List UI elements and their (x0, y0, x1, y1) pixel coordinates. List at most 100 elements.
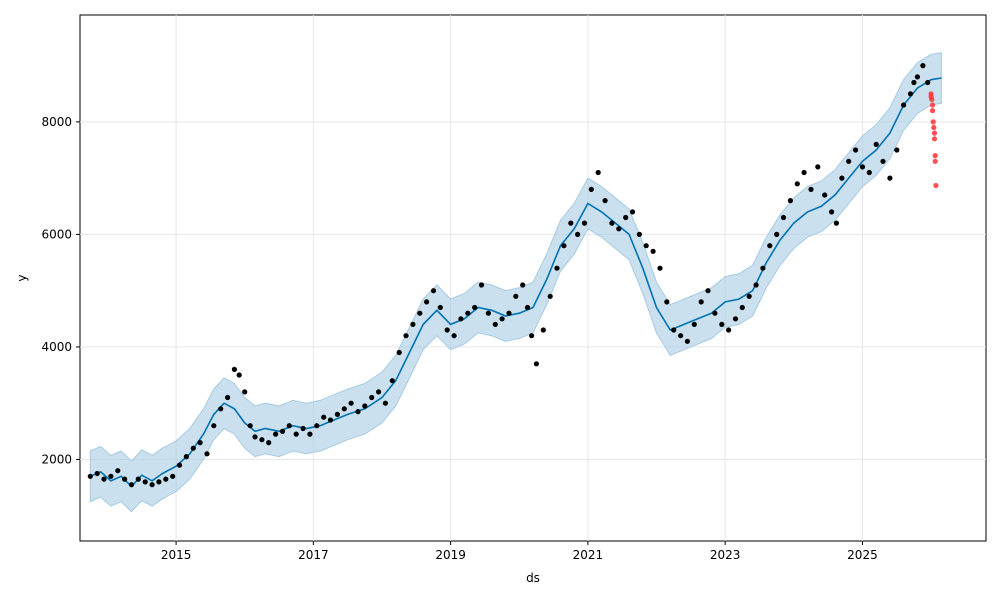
observed-point (142, 479, 148, 485)
observed-point (417, 310, 423, 316)
observed-point (236, 372, 242, 378)
observed-point (506, 310, 512, 316)
x-tick-label: 2021 (573, 548, 604, 562)
observed-point (568, 220, 574, 226)
observed-point (176, 462, 183, 468)
observed-point (259, 437, 265, 443)
observed-point (787, 198, 794, 204)
observed-point (833, 220, 840, 226)
observed-point (369, 394, 375, 401)
observed-point (87, 473, 93, 479)
observed-point (485, 310, 491, 316)
observed-point (650, 248, 656, 254)
observed-point (231, 366, 237, 372)
observed-point (698, 299, 704, 305)
y-tick-label: 4000 (41, 340, 72, 354)
observed-point (128, 482, 135, 488)
observed-point (705, 288, 711, 294)
observed-point (300, 425, 306, 432)
grid (80, 15, 986, 541)
observed-point (327, 417, 334, 423)
observed-point (846, 158, 852, 164)
test-point (931, 136, 938, 142)
observed-point (389, 378, 395, 384)
test-point (931, 124, 937, 131)
x-tick-label: 2023 (710, 548, 741, 562)
observed-point (396, 349, 402, 356)
observed-point (341, 406, 347, 412)
observed-point (242, 389, 248, 395)
observed-point (204, 451, 210, 457)
test-point (929, 96, 935, 102)
x-tick-label: 2025 (847, 548, 878, 562)
test-point (929, 102, 936, 108)
observed-point (376, 389, 382, 395)
y-tick-label: 2000 (41, 452, 72, 466)
observed-point (801, 169, 807, 176)
y-axis-label: y (15, 274, 29, 281)
x-axis-label: ds (526, 571, 540, 585)
observed-point (293, 431, 299, 437)
observed-point (616, 226, 622, 232)
observed-point (430, 288, 437, 294)
observed-point (561, 243, 567, 249)
observed-point (595, 169, 601, 176)
observed-point (794, 181, 800, 187)
observed-point (286, 423, 292, 429)
observed-point (657, 265, 663, 271)
observed-point (225, 394, 231, 401)
observed-point (362, 403, 368, 409)
observed-point (247, 423, 253, 429)
test-point (931, 130, 938, 136)
observed-point (691, 321, 697, 327)
observed-point (732, 316, 739, 322)
observed-point (839, 175, 845, 181)
observed-point (894, 147, 900, 153)
observed-point (492, 321, 498, 327)
observed-point (925, 79, 931, 86)
observed-point (314, 423, 320, 429)
y-tick-label: 8000 (41, 115, 72, 129)
observed-point (266, 440, 272, 446)
observed-point (911, 79, 917, 86)
observed-point (108, 473, 114, 479)
observed-point (588, 186, 594, 192)
observed-point (252, 434, 258, 440)
observed-point (664, 299, 670, 305)
observed-point (279, 428, 286, 434)
observed-point (355, 409, 361, 415)
observed-point (348, 400, 354, 406)
x-tick-label: 2017 (298, 548, 329, 562)
observed-point (101, 476, 107, 482)
x-tick-label: 2019 (435, 548, 466, 562)
observed-point (767, 243, 773, 249)
observed-point (780, 214, 787, 221)
observed-point (643, 243, 649, 249)
observed-point (602, 198, 608, 204)
observed-point (382, 400, 388, 406)
observed-point (581, 220, 588, 226)
observed-point (170, 473, 176, 479)
observed-point (135, 476, 141, 482)
test-point (933, 182, 939, 189)
observed-point (540, 327, 546, 333)
observed-point (334, 411, 340, 417)
observed-point (746, 293, 752, 299)
observed-point (815, 164, 821, 170)
observed-point (887, 175, 893, 181)
observed-point (211, 423, 217, 429)
observed-point (533, 361, 540, 367)
observed-point (524, 304, 531, 311)
observed-point (719, 321, 725, 327)
observed-point (920, 63, 926, 69)
observed-point (853, 147, 859, 153)
observed-point (829, 209, 835, 215)
y-ticks: 2000 4000 6000 8000 (41, 115, 80, 466)
observed-point (726, 327, 732, 333)
observed-point (321, 414, 327, 420)
observed-point (753, 282, 759, 288)
observed-point (684, 338, 691, 344)
observed-point (307, 431, 313, 437)
observed-point (465, 310, 471, 316)
